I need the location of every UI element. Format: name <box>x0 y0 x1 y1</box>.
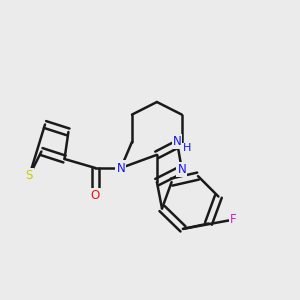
Text: F: F <box>230 213 237 226</box>
Text: O: O <box>91 189 100 202</box>
Text: N: N <box>177 163 186 176</box>
Text: H: H <box>183 143 191 153</box>
Text: N: N <box>172 135 182 148</box>
Text: S: S <box>26 169 33 182</box>
Text: N: N <box>116 161 125 175</box>
